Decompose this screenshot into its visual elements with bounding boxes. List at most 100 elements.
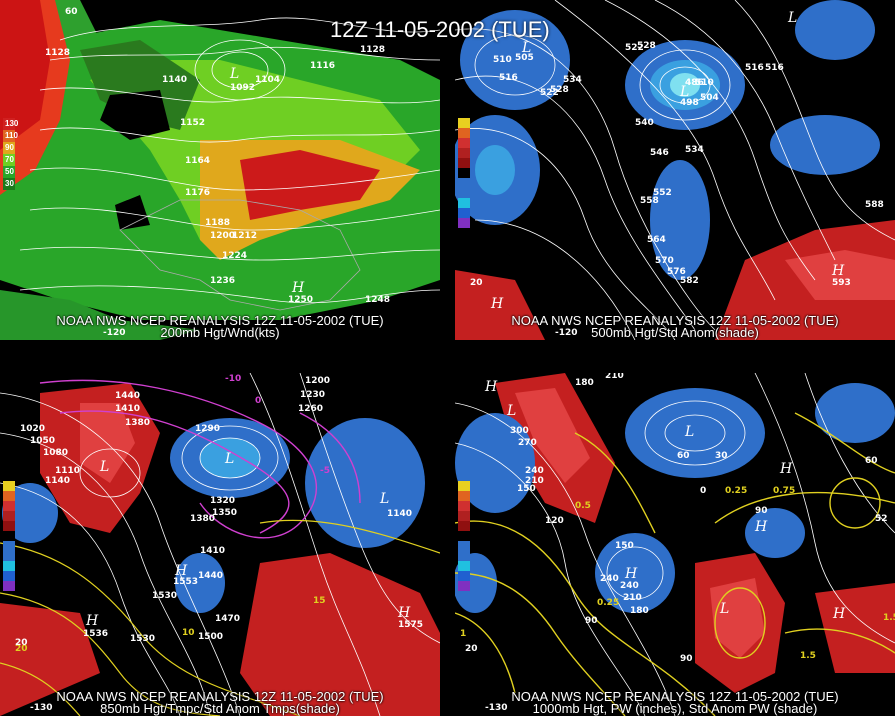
svg-text:60: 60 [865, 456, 878, 466]
panel-source-caption: NOAA NWS NCEP REANALYSIS 12Z 11-05-2002 … [56, 313, 384, 328]
svg-text:593: 593 [832, 278, 851, 288]
svg-text:-120: -120 [103, 328, 126, 338]
svg-text:1.5: 1.5 [883, 613, 895, 623]
legend-temp-anomaly [3, 481, 15, 591]
high-marker: H [484, 379, 498, 395]
svg-text:90: 90 [585, 616, 598, 626]
legend-pw-anomaly [458, 481, 470, 591]
svg-text:1050: 1050 [30, 436, 55, 446]
svg-text:1440: 1440 [198, 571, 223, 581]
svg-text:0.25: 0.25 [597, 598, 619, 608]
low-marker: L [506, 403, 516, 419]
svg-text:270: 270 [518, 438, 537, 448]
svg-text:90: 90 [755, 506, 768, 516]
high-marker: H [490, 296, 504, 312]
low-marker: L [787, 10, 797, 26]
low-marker: L [379, 491, 389, 507]
svg-text:498: 498 [680, 98, 699, 108]
svg-text:1350: 1350 [212, 508, 237, 518]
panel-850mb-height-temp: 1440 1410 1380 1020 1050 1080 1110 1140 1200 1… [0, 373, 440, 716]
svg-text:1116: 1116 [310, 61, 335, 71]
svg-text:-5: -5 [320, 466, 330, 476]
svg-text:1.5: 1.5 [800, 651, 816, 661]
svg-text:1128: 1128 [360, 45, 385, 55]
svg-text:1128: 1128 [45, 48, 70, 58]
svg-text:240: 240 [620, 581, 639, 591]
svg-text:510: 510 [695, 78, 714, 88]
svg-text:534: 534 [685, 145, 704, 155]
low-marker: L [224, 451, 234, 467]
svg-text:210: 210 [525, 476, 544, 486]
svg-text:-120: -120 [555, 328, 578, 338]
svg-text:1152: 1152 [180, 118, 205, 128]
svg-text:1104: 1104 [255, 75, 280, 85]
svg-text:1176: 1176 [185, 188, 210, 198]
svg-text:0.5: 0.5 [575, 501, 591, 511]
high-marker: H [779, 461, 793, 477]
svg-text:90: 90 [680, 654, 693, 664]
low-marker: L [229, 66, 239, 82]
legend-std-anomaly [458, 118, 470, 228]
svg-text:20: 20 [470, 278, 483, 288]
svg-text:60: 60 [65, 7, 78, 17]
svg-text:564: 564 [647, 235, 666, 245]
panel-source-caption: NOAA NWS NCEP REANALYSIS 12Z 11-05-2002 … [511, 313, 839, 328]
svg-text:-10: -10 [225, 374, 241, 384]
svg-text:528: 528 [550, 85, 569, 95]
svg-text:1536: 1536 [83, 629, 108, 639]
low-marker: L [521, 40, 531, 56]
svg-text:522: 522 [540, 88, 559, 98]
svg-text:582: 582 [680, 276, 699, 286]
panel-source-caption: NOAA NWS NCEP REANALYSIS 12Z 11-05-2002 … [511, 689, 839, 704]
svg-text:1: 1 [460, 629, 466, 639]
svg-text:1260: 1260 [298, 404, 323, 414]
panel-field-caption: 850mb Hgt/Tmpc/Std Anom Tmps(shade) [100, 701, 340, 716]
svg-text:570: 570 [655, 256, 674, 266]
svg-text:0.75: 0.75 [773, 486, 795, 496]
legend-wind-speed: 130 110 90 70 50 30 [3, 118, 19, 190]
svg-text:10: 10 [182, 628, 195, 638]
svg-text:1224: 1224 [222, 251, 247, 261]
panel-field-caption: 500mb Hgt/Std Anom(shade) [591, 325, 759, 340]
svg-text:1140: 1140 [45, 476, 70, 486]
svg-text:0: 0 [255, 396, 261, 406]
svg-text:1470: 1470 [215, 614, 240, 624]
svg-text:210: 210 [623, 593, 642, 603]
svg-text:534: 534 [563, 75, 582, 85]
svg-text:1110: 1110 [55, 466, 80, 476]
svg-text:516: 516 [745, 63, 764, 73]
svg-text:588: 588 [865, 200, 884, 210]
high-marker: H [831, 263, 845, 279]
main-title: 12Z 11-05-2002 (TUE) [330, 17, 550, 42]
svg-text:20: 20 [15, 644, 28, 654]
svg-text:180: 180 [575, 378, 594, 388]
svg-text:552: 552 [653, 188, 672, 198]
svg-text:1380: 1380 [125, 418, 150, 428]
svg-text:240: 240 [600, 574, 619, 584]
svg-text:1530: 1530 [152, 591, 177, 601]
svg-text:504: 504 [700, 93, 719, 103]
high-marker: H [397, 605, 411, 621]
svg-text:0.25: 0.25 [725, 486, 747, 496]
svg-text:1380: 1380 [190, 514, 215, 524]
svg-text:558: 558 [640, 196, 659, 206]
svg-text:522: 522 [625, 43, 644, 53]
svg-text:516: 516 [499, 73, 518, 83]
high-marker: H [85, 613, 99, 629]
svg-text:15: 15 [313, 596, 326, 606]
svg-text:1410: 1410 [115, 404, 140, 414]
panel-200mb-height-wind: 1128 1128 1116 1140 1104 1092 1152 1164 1176 1… [0, 0, 440, 340]
svg-text:540: 540 [635, 118, 654, 128]
svg-text:1440: 1440 [115, 391, 140, 401]
svg-text:1290: 1290 [195, 424, 220, 434]
high-marker: H [174, 563, 188, 579]
low-marker: L [684, 424, 694, 440]
svg-text:30: 30 [715, 451, 728, 461]
svg-text:1553: 1553 [173, 577, 198, 587]
svg-text:1236: 1236 [210, 276, 235, 286]
